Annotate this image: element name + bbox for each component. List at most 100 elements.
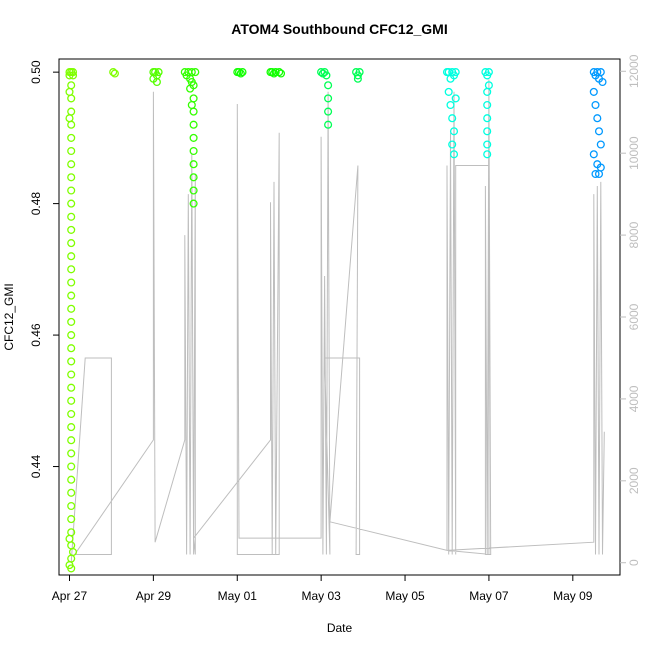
y2-tick-label: 2000 <box>627 467 641 494</box>
data-point <box>353 74 362 83</box>
data-point <box>593 114 602 123</box>
data-point <box>67 370 76 379</box>
data-point <box>451 94 460 103</box>
data-point <box>110 69 119 78</box>
data-point <box>444 87 453 96</box>
data-point <box>67 317 76 326</box>
data-point <box>189 120 198 129</box>
data-point <box>324 81 333 90</box>
data-point <box>67 436 76 445</box>
data-point <box>67 423 76 432</box>
data-point <box>448 114 457 123</box>
data-point <box>67 515 76 524</box>
data-point <box>484 68 493 77</box>
data-point <box>189 146 198 156</box>
data-point <box>68 71 78 80</box>
data-point <box>67 160 76 169</box>
data-point <box>189 186 198 195</box>
data-point <box>67 462 76 471</box>
data-point <box>596 163 605 172</box>
data-point <box>67 409 76 419</box>
data-point <box>594 127 604 136</box>
data-point <box>189 199 198 208</box>
x-tick-label: Apr 29 <box>136 589 172 603</box>
data-point <box>65 71 74 80</box>
data-point <box>451 68 460 77</box>
data-point <box>67 186 76 195</box>
data-point <box>154 68 163 77</box>
data-point <box>483 127 492 136</box>
data-point <box>67 212 76 221</box>
data-point <box>484 81 493 90</box>
x-tick-label: May 07 <box>469 589 509 603</box>
data-point <box>324 94 333 103</box>
data-point <box>67 396 76 405</box>
data-point <box>449 127 459 136</box>
data-point <box>67 278 76 287</box>
data-point <box>187 100 196 110</box>
y-tick-label: 0.48 <box>29 192 43 216</box>
data-point <box>186 84 195 93</box>
data-point <box>589 87 598 96</box>
y2-tick-label: 6000 <box>627 303 641 330</box>
y2-tick-label: 4000 <box>627 385 641 412</box>
y-tick-label: 0.50 <box>29 60 43 84</box>
data-point <box>189 133 198 142</box>
data-point <box>67 501 76 511</box>
data-point <box>67 291 76 300</box>
data-point <box>67 449 76 458</box>
altitude-line <box>70 79 605 563</box>
data-point <box>483 150 492 159</box>
data-point <box>68 547 78 557</box>
x-tick-label: May 03 <box>301 589 341 603</box>
data-point <box>65 561 74 570</box>
data-point <box>152 77 161 87</box>
data-point <box>276 69 286 78</box>
y2-tick-label: 8000 <box>627 221 641 248</box>
data-point <box>322 71 331 80</box>
x-tick-label: May 01 <box>218 589 258 603</box>
data-point <box>591 100 600 110</box>
data-point <box>67 265 76 274</box>
x-tick-label: Apr 27 <box>52 589 88 603</box>
data-point <box>483 140 492 149</box>
points-layer <box>65 68 607 573</box>
data-point <box>324 107 333 116</box>
data-point <box>67 304 76 313</box>
data-point <box>67 344 76 353</box>
data-point <box>591 169 600 179</box>
data-point <box>67 383 76 392</box>
data-point <box>67 239 76 248</box>
data-point <box>67 199 76 208</box>
x-tick-label: May 09 <box>553 589 593 603</box>
data-point <box>65 87 74 96</box>
axes-layer: Apr 27 Apr 29 May 01 May 03 May 05 May 07 May … <box>29 54 641 603</box>
x-tick-label: May 05 <box>385 589 425 603</box>
data-point <box>324 120 333 129</box>
data-point <box>589 150 598 159</box>
data-point <box>67 488 76 497</box>
data-point <box>67 331 76 340</box>
y2-tick-label: 12000 <box>627 54 641 88</box>
data-point <box>187 68 196 77</box>
data-point <box>65 534 74 543</box>
data-point <box>448 140 457 149</box>
data-point <box>449 150 459 159</box>
data-point <box>483 114 492 123</box>
y-axis-title: CFC12_GMI <box>2 283 16 350</box>
data-point <box>596 68 605 77</box>
data-point <box>191 68 200 77</box>
data-point <box>234 68 244 77</box>
data-point <box>67 133 76 142</box>
data-point <box>67 475 76 484</box>
data-point <box>271 68 280 77</box>
data-point <box>109 68 118 77</box>
data-point <box>189 173 198 182</box>
y2-tick-label: 10000 <box>627 136 641 170</box>
x-axis-title: Date <box>327 621 353 635</box>
data-point <box>67 252 76 261</box>
data-point <box>596 140 605 149</box>
y-tick-label: 0.46 <box>29 323 43 347</box>
